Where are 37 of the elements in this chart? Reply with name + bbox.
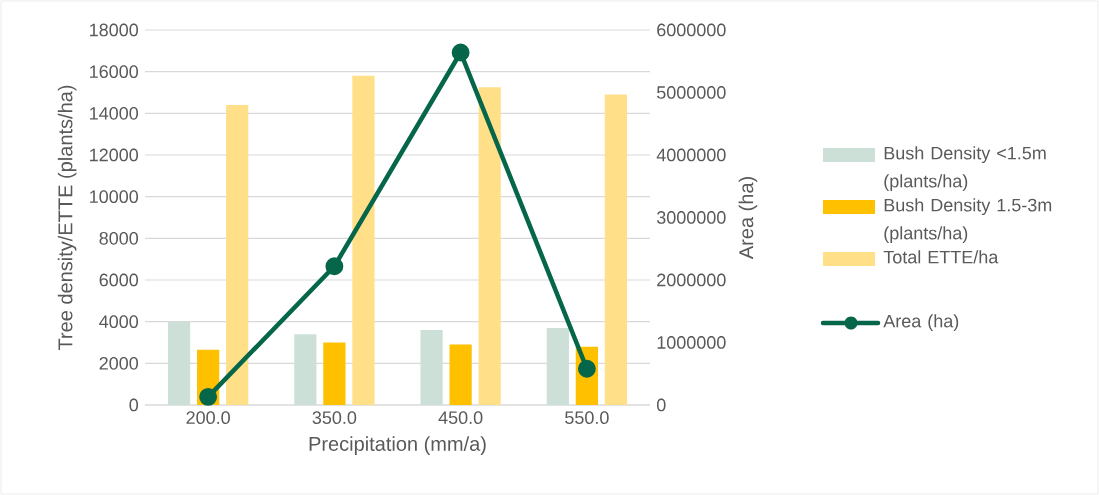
y-tick-label: 2000 — [99, 356, 139, 370]
x-tick-label: 450.0 — [438, 411, 483, 424]
y2-tick-label: 1000000 — [657, 336, 726, 349]
y-tick-label: 18000 — [90, 23, 139, 37]
point — [199, 387, 218, 406]
y2-tick-label: 0 — [656, 398, 666, 412]
y2-tick-label: 2000000 — [657, 273, 726, 287]
x-tick-label: 550.0 — [565, 411, 609, 424]
y2-tick-label: 6000000 — [657, 23, 726, 37]
y-axis-title: Tree density/ETTE (plants/ha) — [57, 85, 77, 351]
x-tick-label: 350.0 — [312, 411, 357, 424]
bar — [226, 104, 249, 405]
y2-tick-label: 4000000 — [656, 148, 726, 162]
bar — [478, 87, 501, 405]
y-tick-label: 10000 — [90, 190, 139, 204]
bar — [352, 75, 375, 405]
point — [451, 43, 470, 62]
x-axis-title: Precipitation (mm/a) — [309, 436, 486, 455]
point — [325, 257, 344, 276]
y2-tick-label: 5000000 — [656, 86, 726, 99]
y-tick-label: 4000 — [99, 315, 139, 329]
y2-tick-label: 3000000 — [656, 211, 726, 224]
bar — [323, 342, 346, 405]
legend-label: Area (ha) — [883, 314, 959, 332]
y-tick-label: 12000 — [90, 148, 139, 162]
legend-label: Bush Density 1.5-3m (plants/ha) — [884, 198, 1052, 244]
y-tick-label: 14000 — [90, 106, 139, 120]
bar — [604, 94, 628, 405]
y-tick-label: 8000 — [99, 231, 139, 245]
y2-axis-title: Area (ha) — [738, 177, 758, 260]
bar — [449, 344, 472, 405]
legend-label: Bush Density <1.5m (plants/ha) — [884, 146, 1046, 192]
y-tick-label: 6000 — [99, 273, 139, 287]
y-tick-label: 0 — [129, 398, 139, 412]
y-tick-label: 16000 — [90, 65, 139, 79]
legend-label: Total ETTE/ha — [883, 250, 999, 264]
x-tick-label: 200.0 — [186, 411, 230, 424]
